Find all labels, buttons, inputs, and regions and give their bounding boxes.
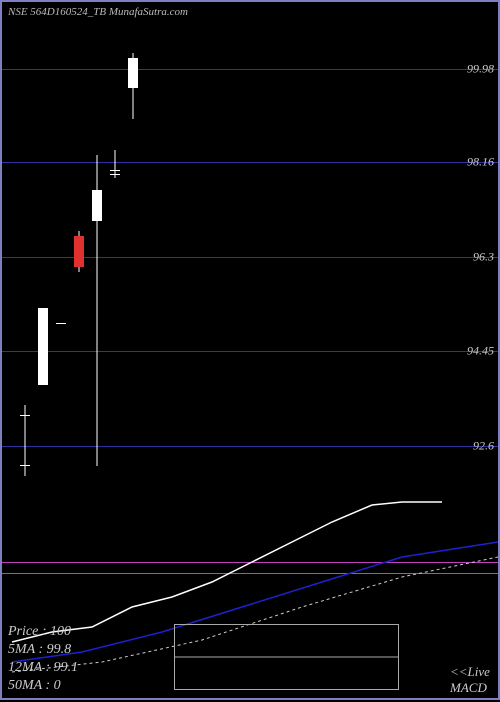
live-label-2: MACD [450, 680, 487, 696]
moving-average-lines [2, 2, 500, 702]
info-line: Price : 100 [8, 624, 71, 640]
info-box [174, 624, 399, 690]
info-line: 50MA : 0 [8, 678, 61, 694]
info-line: 5MA : 99.8 [8, 642, 71, 658]
info-line: 12MA : 99.1 [8, 660, 78, 676]
live-label-1: <<Live [450, 664, 490, 680]
stock-chart: NSE 564D160524_TB MunafaSutra.com 99.989… [2, 2, 498, 698]
